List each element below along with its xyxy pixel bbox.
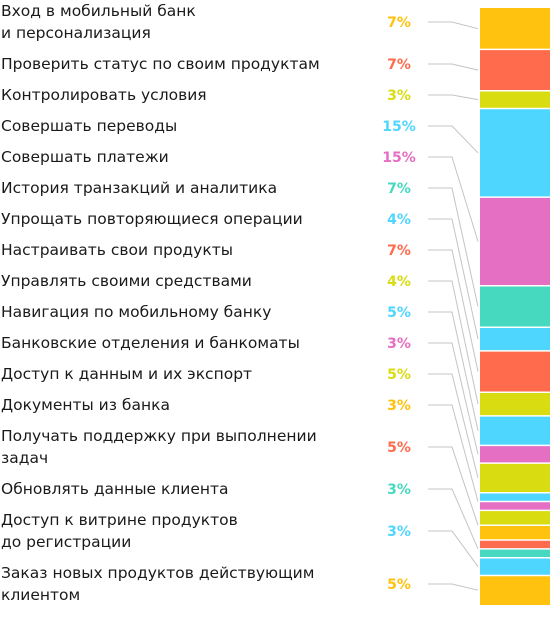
category-label-line: задач bbox=[1, 449, 48, 467]
bar-segment bbox=[480, 392, 550, 416]
bar-segment bbox=[480, 557, 550, 576]
leader-line bbox=[428, 280, 479, 405]
leader-line bbox=[428, 21, 479, 30]
category-label-line: Доступ к витрине продуктов bbox=[1, 511, 238, 529]
bar-segment bbox=[480, 415, 550, 446]
category-label: Получать поддержку при выполнении задач bbox=[1, 427, 317, 467]
value-label: 15% bbox=[382, 150, 416, 166]
category-label-line: Получать поддержку при выполнении bbox=[1, 427, 317, 445]
leader-line bbox=[428, 446, 479, 526]
bar-segment bbox=[480, 8, 550, 50]
bar-segment bbox=[480, 49, 550, 91]
category-label-line: Совершать переводы bbox=[1, 117, 177, 135]
category-label: Контролировать условия bbox=[1, 86, 207, 104]
bar-segment bbox=[480, 197, 550, 286]
leader-line bbox=[428, 156, 479, 242]
value-label: 3% bbox=[387, 88, 411, 104]
bar-segment bbox=[480, 350, 550, 393]
category-label-line: до регистрации bbox=[1, 533, 131, 551]
category-label: Управлять своими средствами bbox=[1, 272, 252, 290]
value-label: 3% bbox=[387, 524, 411, 540]
value-label: 3% bbox=[387, 336, 411, 352]
bar-segment bbox=[480, 285, 550, 328]
category-label-line: Вход в мобильный банк bbox=[1, 2, 196, 20]
value-labels: 7% 7% 3% 15% 15% 7% 4% 7% 4% 5% 3% 5% 3% 5% 3% 3% 5% bbox=[382, 15, 416, 593]
leader-line bbox=[428, 373, 479, 479]
bar-segment bbox=[480, 510, 550, 526]
value-label: 7% bbox=[387, 181, 411, 197]
bar-segment bbox=[480, 90, 550, 109]
category-label: Заказ новых продуктов действующим клиенто… bbox=[1, 564, 314, 604]
category-label: Упрощать повторяющиеся операции bbox=[1, 210, 303, 228]
leader-line bbox=[428, 218, 479, 340]
category-labels: Вход в мобильный банк и персонализация Про… bbox=[1, 2, 320, 604]
bar-segment bbox=[480, 492, 550, 502]
category-label: Совершать переводы bbox=[1, 117, 177, 135]
category-label-line: Навигация по мобильному банку bbox=[1, 303, 271, 321]
leader-line bbox=[428, 125, 479, 154]
value-label: 7% bbox=[387, 243, 411, 259]
leader-line bbox=[428, 94, 479, 101]
bar-segment bbox=[480, 108, 550, 198]
category-label-line: Документы из банка bbox=[1, 396, 170, 414]
category-label: История транзакций и аналитика bbox=[1, 179, 277, 197]
leader-line bbox=[428, 530, 479, 567]
category-label-line: Настраивать свои продукты bbox=[1, 241, 233, 259]
category-label-line: Управлять своими средствами bbox=[1, 272, 252, 290]
category-label-line: клиентом bbox=[1, 586, 80, 604]
category-label-line: Проверить статус по своим продуктам bbox=[1, 55, 320, 73]
bar-segment bbox=[480, 575, 550, 605]
value-label: 4% bbox=[387, 274, 411, 290]
bar-segment bbox=[480, 463, 550, 493]
category-label: Банковские отделения и банкоматы bbox=[1, 334, 300, 352]
value-label: 4% bbox=[387, 212, 411, 228]
leader-lines bbox=[428, 21, 479, 591]
category-label-line: Обновлять данные клиента bbox=[1, 480, 229, 498]
bar-segment bbox=[480, 525, 550, 540]
stacked-bar bbox=[480, 8, 550, 605]
leader-line bbox=[428, 63, 479, 71]
leader-line bbox=[428, 404, 479, 502]
value-label: 5% bbox=[387, 440, 411, 456]
category-label-line: Заказ новых продуктов действующим bbox=[1, 564, 314, 582]
category-label: Проверить статус по своим продуктам bbox=[1, 55, 320, 73]
leader-line bbox=[428, 187, 479, 307]
category-label-line: Упрощать повторяющиеся операции bbox=[1, 210, 303, 228]
bar-segment bbox=[480, 539, 550, 549]
leader-line bbox=[428, 583, 479, 591]
bar-segment bbox=[480, 327, 550, 351]
category-label: Навигация по мобильному банку bbox=[1, 303, 271, 321]
category-label: Совершать платежи bbox=[1, 148, 169, 166]
leader-line bbox=[428, 488, 479, 549]
value-label: 15% bbox=[382, 119, 416, 135]
bar-segment bbox=[480, 501, 550, 511]
category-label-line: Банковские отделения и банкоматы bbox=[1, 334, 300, 352]
value-label: 7% bbox=[387, 15, 411, 31]
value-label: 3% bbox=[387, 398, 411, 414]
value-label: 5% bbox=[387, 305, 411, 321]
category-label: Доступ к данным и их экспорт bbox=[1, 365, 252, 383]
bar-segment bbox=[480, 548, 550, 558]
value-label: 7% bbox=[387, 57, 411, 73]
category-label-line: Доступ к данным и их экспорт bbox=[1, 365, 252, 383]
category-label-line: История транзакций и аналитика bbox=[1, 179, 277, 197]
leader-line bbox=[428, 311, 479, 431]
category-label-line: Совершать платежи bbox=[1, 148, 169, 166]
category-label: Документы из банка bbox=[1, 396, 170, 414]
category-label: Доступ к витрине продуктов до регистрации bbox=[1, 511, 238, 551]
value-label: 5% bbox=[387, 367, 411, 383]
leader-line bbox=[428, 342, 479, 455]
value-label: 3% bbox=[387, 482, 411, 498]
leader-line bbox=[428, 249, 479, 372]
category-label: Настраивать свои продукты bbox=[1, 241, 233, 259]
category-label: Вход в мобильный банк и персонализация bbox=[1, 2, 196, 42]
bar-segment bbox=[480, 445, 550, 464]
category-label-line: и персонализация bbox=[1, 24, 151, 42]
category-label-line: Контролировать условия bbox=[1, 86, 207, 104]
value-label: 5% bbox=[387, 577, 411, 593]
category-label: Обновлять данные клиента bbox=[1, 480, 229, 498]
